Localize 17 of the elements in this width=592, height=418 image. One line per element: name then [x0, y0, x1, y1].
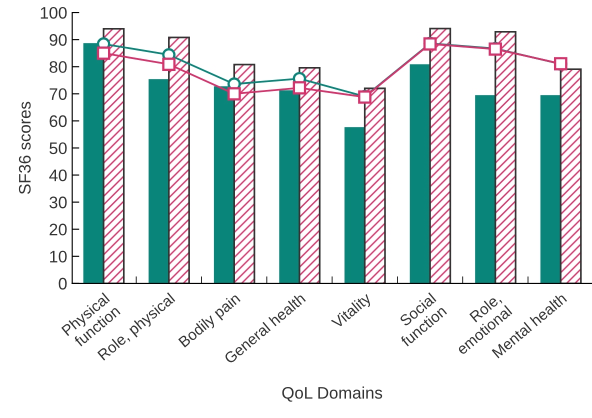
point	[162, 58, 176, 71]
y-tick-label: 50	[49, 142, 67, 154]
y-tick-label: 100	[40, 6, 67, 19]
point	[228, 87, 241, 100]
y-tick-label: 0	[58, 278, 67, 290]
point	[96, 46, 110, 60]
y-axis-title: SF36 scores	[18, 102, 31, 194]
y-tick-label: 60	[50, 115, 67, 128]
y-tick-label: 30	[49, 196, 67, 208]
y-tick-label: 20	[50, 224, 67, 236]
y-tick-label: 40	[49, 169, 67, 182]
y-tick-label: 70	[50, 88, 67, 100]
y-tick-label: 80	[50, 61, 67, 73]
y-tick-label: 10	[50, 250, 67, 263]
point	[292, 81, 306, 95]
x-axis-title: QoL Domains	[282, 386, 382, 402]
y-tick-label: 90	[50, 34, 67, 46]
